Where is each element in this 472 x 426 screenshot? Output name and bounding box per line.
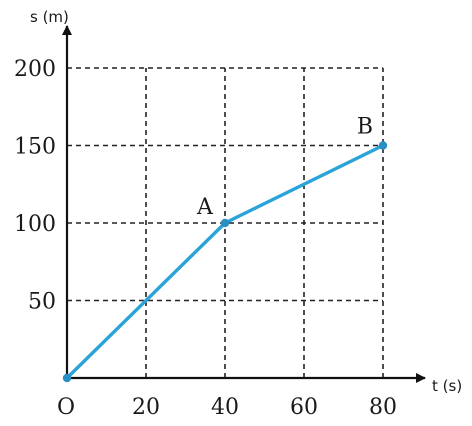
data-point [378,141,388,150]
origin-label: O [57,395,75,420]
x-tick-label: 40 [211,395,239,420]
series-line [65,143,385,380]
x-tick-label: 80 [369,395,397,420]
y-tick-label: 100 [14,212,56,237]
y-axis-label: s (m) [30,8,69,26]
tick-labels: 20 40 60 80 50 100 150 200 [14,57,397,420]
point-label-a: A [196,195,214,220]
data-point [62,373,72,383]
x-tick-label: 60 [290,395,318,420]
x-axis-label: t (s) [432,377,462,395]
y-tick-label: 200 [14,57,56,82]
labeled-points: AB [196,115,373,221]
series [62,141,388,383]
data-point [220,218,230,228]
y-tick-label: 150 [14,135,56,160]
y-tick-label: 50 [28,290,56,315]
axes: t (s) s (m) O [30,8,462,420]
x-tick-label: 20 [132,395,160,420]
point-label-b: B [357,115,373,140]
